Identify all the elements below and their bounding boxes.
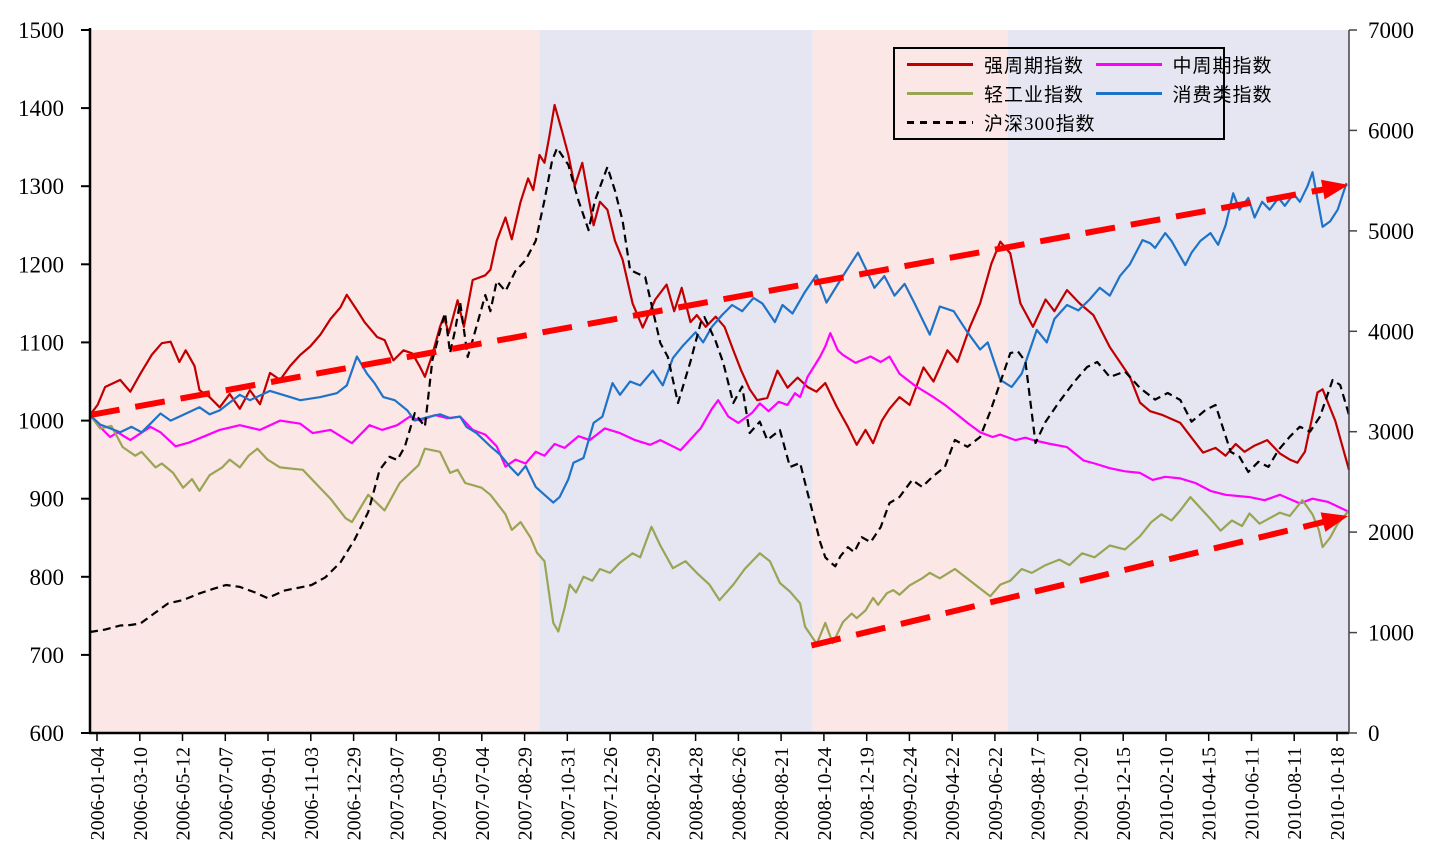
y-left-tick-label: 900 xyxy=(30,487,65,512)
x-tick-label: 2007-10-31 xyxy=(557,747,579,840)
y-left-tick-label: 1000 xyxy=(18,409,64,434)
series-消费类指数 xyxy=(89,171,1348,504)
legend-label: 强周期指数 xyxy=(984,56,1085,77)
x-tick-label: 2008-10-24 xyxy=(814,747,836,840)
legend-label: 轻工业指数 xyxy=(984,85,1085,106)
x-tick-label: 2007-12-26 xyxy=(600,747,622,840)
legend-line-sample-strong-cycle xyxy=(907,63,973,66)
x-tick-label: 2010-04-15 xyxy=(1199,747,1221,840)
y-right-tick-label: 5000 xyxy=(1368,219,1414,244)
x-tick-label: 2009-04-22 xyxy=(942,747,964,840)
x-tick-label: 2007-03-07 xyxy=(386,747,408,840)
x-tick-label: 2009-12-15 xyxy=(1113,747,1135,840)
y-left-tick-label: 1100 xyxy=(19,330,64,355)
series-lines xyxy=(89,103,1351,646)
trend-arrowhead xyxy=(1320,512,1349,532)
x-tick-label: 2007-05-09 xyxy=(429,747,451,840)
y-right-tick-label: 6000 xyxy=(1368,118,1414,143)
x-tick-label: 2006-05-12 xyxy=(173,747,195,840)
series-强周期指数 xyxy=(89,103,1351,471)
y-right-tick-label: 1000 xyxy=(1368,621,1414,646)
legend-line-sample-csi300 xyxy=(907,121,973,124)
trend-arrows xyxy=(89,179,1349,649)
chart-legend: 强周期指数 中周期指数 轻工业指数 消费类指数 沪深300指数 xyxy=(893,47,1272,140)
axes: 600 700 800 900 1000 1100 1200 1300 1400 1500 0 100… xyxy=(18,18,1414,840)
x-tick-label: 2006-12-29 xyxy=(344,747,366,840)
y-left-tick-label: 800 xyxy=(30,565,65,590)
legend-item-light-industry-index: 轻工业指数 xyxy=(907,83,1096,106)
x-tick-label: 2010-02-10 xyxy=(1156,747,1178,840)
y-right-tick-label: 4000 xyxy=(1368,319,1414,344)
series-轻工业指数 xyxy=(89,414,1350,646)
y-left-tick-label: 700 xyxy=(30,643,65,668)
x-tick-label: 2010-06-11 xyxy=(1242,747,1264,840)
x-tick-label: 2007-08-29 xyxy=(515,747,537,840)
x-tick-label: 2006-07-07 xyxy=(215,747,237,840)
x-tick-label: 2006-01-04 xyxy=(87,747,109,840)
x-tick-label: 2007-07-04 xyxy=(472,747,494,840)
x-tick-label: 2010-10-18 xyxy=(1327,747,1349,840)
y-right-tick-label: 7000 xyxy=(1368,18,1414,43)
legend-line-sample-consumer xyxy=(1095,92,1162,95)
x-tick-label: 2009-08-17 xyxy=(1028,747,1050,840)
legend-item-mid-cycle-index: 中周期指数 xyxy=(1095,54,1273,77)
series-沪深300指数 xyxy=(89,146,1351,634)
y-left-tick-label: 1500 xyxy=(18,18,64,43)
x-tick-label: 2008-02-29 xyxy=(643,747,665,840)
y-left-tick-label: 1300 xyxy=(18,174,64,199)
x-tick-label: 2006-03-10 xyxy=(130,747,152,840)
x-tick-label: 2008-08-21 xyxy=(771,747,793,840)
x-tick-label: 2006-09-01 xyxy=(258,747,280,840)
legend-item-strong-cycle-index: 强周期指数 xyxy=(907,54,1096,77)
x-tick-label: 2008-06-26 xyxy=(728,747,750,840)
x-tick-label: 2010-08-11 xyxy=(1284,747,1306,840)
y-left-tick-label: 600 xyxy=(30,721,65,746)
x-tick-label: 2008-12-19 xyxy=(857,747,879,840)
x-tick-label: 2006-11-03 xyxy=(301,747,323,840)
x-tick-label: 2009-06-22 xyxy=(985,747,1007,840)
x-tick-label: 2008-04-28 xyxy=(686,747,708,840)
legend-item-consumer-index: 消费类指数 xyxy=(1095,83,1273,106)
legend-line-sample-mid-cycle xyxy=(1095,63,1162,66)
x-tick-label: 2009-02-24 xyxy=(899,747,921,840)
y-right-tick-label: 2000 xyxy=(1368,520,1414,545)
legend-item-csi300-index: 沪深300指数 xyxy=(907,112,1096,135)
y-left-tick-label: 1400 xyxy=(18,96,64,121)
trend-arrowhead xyxy=(1321,179,1349,200)
legend-line-sample-light-industry xyxy=(907,92,973,95)
legend-label: 中周期指数 xyxy=(1172,56,1273,77)
legend-label: 消费类指数 xyxy=(1172,85,1273,106)
y-left-tick-label: 1200 xyxy=(18,252,64,277)
x-tick-label: 2009-10-20 xyxy=(1070,747,1092,840)
legend-label: 沪深300指数 xyxy=(984,114,1096,135)
y-right-tick-label: 3000 xyxy=(1368,420,1414,445)
series-中周期指数 xyxy=(89,332,1350,513)
plot-background-bands xyxy=(90,30,1349,733)
y-right-tick-label: 0 xyxy=(1368,721,1380,746)
